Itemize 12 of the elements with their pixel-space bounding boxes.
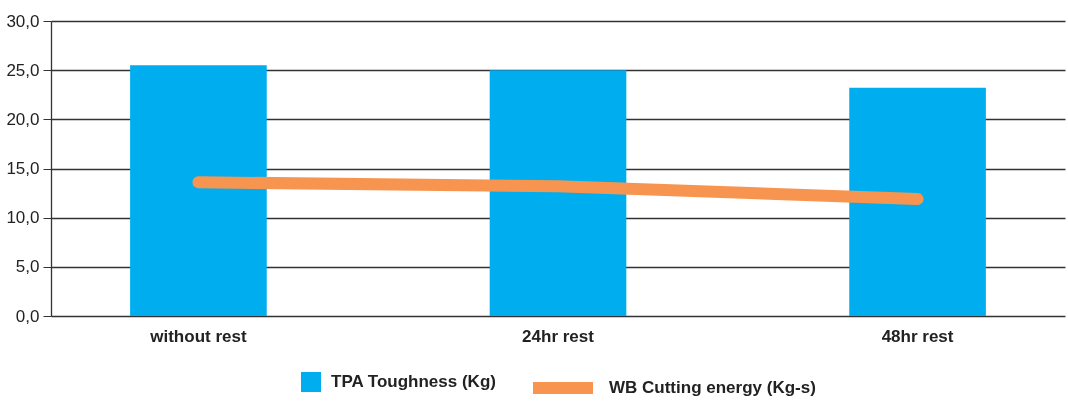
x-tick-label: 24hr rest xyxy=(522,326,595,346)
y-tick-label: 5,0 xyxy=(15,257,40,277)
y-tick-label: 30,0 xyxy=(6,11,40,31)
legend-label: TPA Toughness (Kg) xyxy=(331,372,496,391)
x-tick-label: without rest xyxy=(149,326,247,346)
y-tick-label: 15,0 xyxy=(6,159,40,178)
legend-label: WB Cutting energy (Kg-s) xyxy=(609,378,816,397)
x-tick-label: 48hr rest xyxy=(881,326,954,346)
y-tick-label: 0,0 xyxy=(15,306,40,326)
y-tick-label: 25,0 xyxy=(6,60,40,80)
y-tick-label: 20,0 xyxy=(6,109,40,129)
y-tick-label: 10,0 xyxy=(6,208,40,228)
